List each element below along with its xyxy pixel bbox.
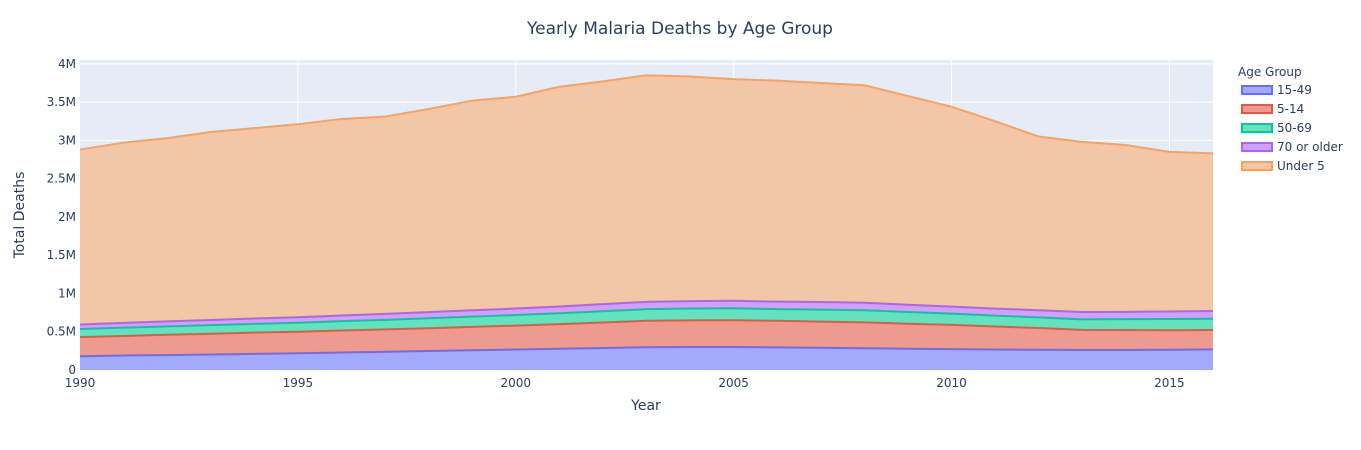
line-5-14 (79, 319, 1214, 339)
y-tick-label: 3.5M (47, 95, 76, 109)
y-tick-label: 2M (58, 210, 76, 224)
legend-swatch-15-49 (1241, 85, 1273, 95)
legend-swatch-50-69 (1241, 123, 1273, 133)
line-15-49 (79, 346, 1214, 358)
y-tick-label: 0 (68, 363, 76, 377)
y-axis-title: Total Deaths (12, 172, 28, 260)
legend: Age Group 15-49 5-14 50-69 70 or older Under… (1238, 65, 1343, 173)
area-under-5 (80, 75, 1213, 325)
legend-item-under-5[interactable]: Under 5 (1277, 159, 1325, 173)
line-70-or-older (79, 299, 1214, 326)
y-tick-label: 1M (58, 286, 76, 300)
x-axis-title: Year (630, 398, 661, 414)
legend-swatch-under-5 (1241, 161, 1273, 171)
y-tick-label: 4M (58, 57, 76, 71)
area-70-or-older (80, 300, 1213, 330)
line-50-69 (79, 307, 1214, 331)
chart-title: Yearly Malaria Deaths by Age Group (526, 19, 833, 39)
x-tick-label: 1990 (65, 376, 96, 390)
x-tick-label: 1995 (283, 376, 314, 390)
area-5-14 (80, 320, 1213, 357)
legend-item-50-69[interactable]: 50-69 (1277, 121, 1312, 135)
y-tick-label: 2.5M (47, 172, 76, 186)
y-tick-label: 0.5M (47, 325, 76, 339)
x-tick-label: 2000 (500, 376, 531, 390)
line-under-5 (79, 74, 1214, 155)
x-tick-label: 2015 (1154, 376, 1185, 390)
x-ticks: 1990 1995 2000 2005 2010 2015 (65, 376, 1185, 390)
x-tick-label: 2010 (936, 376, 967, 390)
legend-item-5-14[interactable]: 5-14 (1277, 102, 1304, 116)
y-tick-label: 3M (58, 133, 76, 147)
legend-swatch-70-or-older (1241, 142, 1273, 152)
legend-item-70-or-older[interactable]: 70 or older (1277, 140, 1343, 154)
y-ticks: 0 0.5M 1M 1.5M 2M 2.5M 3M 3.5M 4M (47, 57, 76, 377)
legend-item-15-49[interactable]: 15-49 (1277, 83, 1312, 97)
series-lines (79, 74, 1214, 358)
x-tick-label: 2005 (718, 376, 749, 390)
legend-swatch-5-14 (1241, 104, 1273, 114)
y-tick-label: 1.5M (47, 248, 76, 262)
legend-title: Age Group (1238, 65, 1302, 79)
